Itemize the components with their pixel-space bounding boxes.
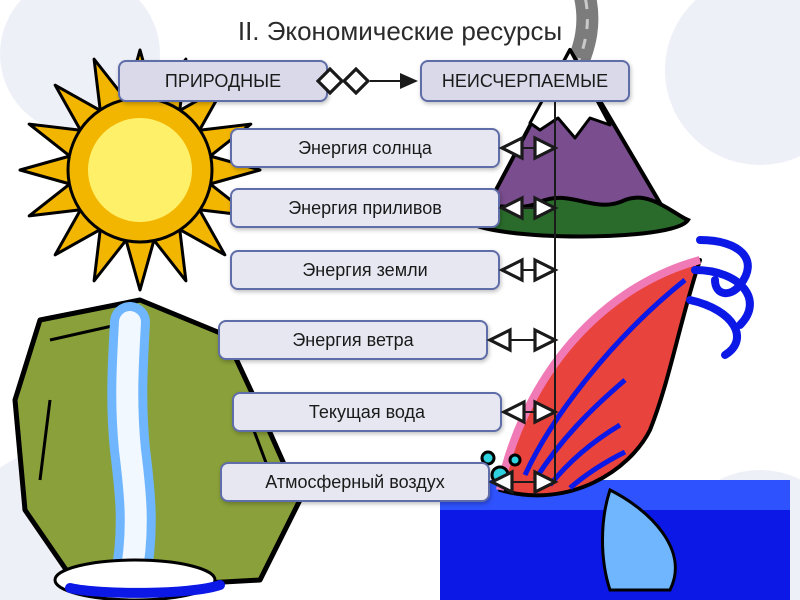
label-air: Атмосферный воздух xyxy=(265,472,445,493)
box-energy-wind: Энергия ветра xyxy=(218,320,488,360)
box-inexhaustible-label: НЕИСЧЕРПАЕМЫЕ xyxy=(442,71,608,92)
box-water: Текущая вода xyxy=(232,392,502,432)
label-energy-tides: Энергия приливов xyxy=(288,198,442,219)
box-inexhaustible: НЕИСЧЕРПАЕМЫЕ xyxy=(420,60,630,102)
page-title: II. Экономические ресурсы xyxy=(0,16,800,47)
label-energy-wind: Энергия ветра xyxy=(292,330,413,351)
box-air: Атмосферный воздух xyxy=(220,462,490,502)
box-energy-tides: Энергия приливов xyxy=(230,188,500,228)
box-energy-earth: Энергия земли xyxy=(230,250,500,290)
label-energy-sun: Энергия солнца xyxy=(298,138,432,159)
box-natural-label: ПРИРОДНЫЕ xyxy=(165,71,281,92)
box-energy-sun: Энергия солнца xyxy=(230,128,500,168)
label-energy-earth: Энергия земли xyxy=(302,260,427,281)
label-water: Текущая вода xyxy=(309,402,425,423)
stage: { "title": "II. Экономические ресурсы", … xyxy=(0,0,800,600)
box-natural: ПРИРОДНЫЕ xyxy=(118,60,328,102)
